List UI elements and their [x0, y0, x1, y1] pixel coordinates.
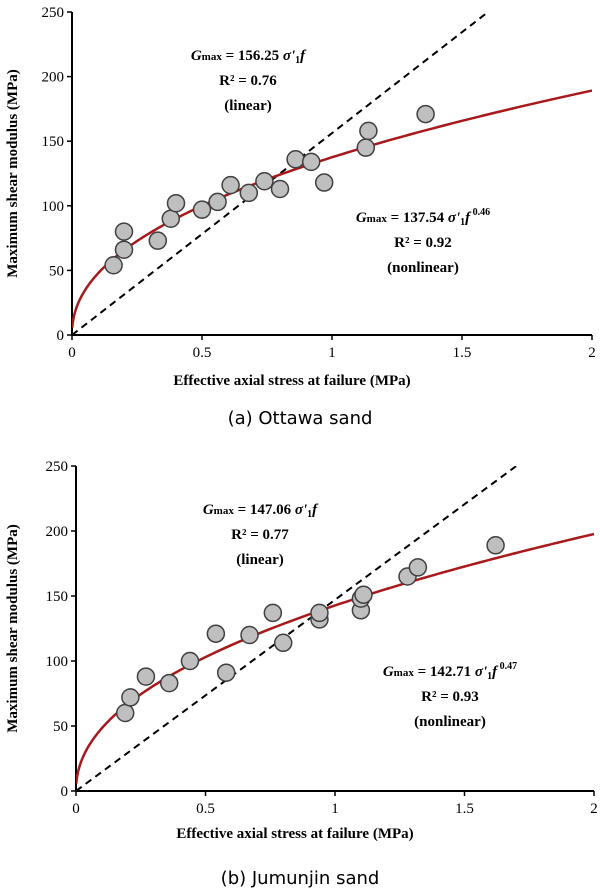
data-point — [208, 192, 227, 212]
x-axis-label: Effective axial stress at failure (MPa) — [176, 826, 413, 842]
fit-r-squared: R² = 0.77 — [231, 527, 289, 543]
data-point — [356, 138, 376, 157]
data-point — [121, 688, 140, 707]
fit-equation: Gmax = 156.25 σ'1f — [191, 48, 307, 66]
data-point — [273, 633, 293, 653]
fit-equation: Gmax = 147.06 σ'1f — [203, 502, 319, 520]
data-point — [148, 231, 168, 250]
y-tick-label: 150 — [42, 134, 65, 150]
y-tick-label: 0 — [61, 784, 69, 800]
nonlinear-fit-curve — [72, 89, 592, 328]
data-point — [408, 558, 428, 577]
fit-lines — [76, 466, 594, 791]
y-tick-label: 250 — [46, 459, 69, 475]
y-tick-label: 0 — [57, 328, 65, 344]
data-point — [359, 121, 378, 141]
data-point — [206, 624, 226, 643]
data-point — [286, 150, 305, 169]
nonlinear-fit-curve — [76, 532, 594, 784]
data-point — [255, 172, 274, 191]
data-point — [104, 255, 123, 275]
data-point — [270, 179, 290, 199]
linear-fit-line — [72, 12, 490, 335]
fit-type-label: (linear) — [224, 98, 271, 114]
x-tick-label: 1.5 — [455, 801, 474, 817]
data-points — [104, 104, 435, 275]
nonlinear-fit-annotation: Gmax = 137.54 σ'1f 0.46 R² = 0.92 (nonline… — [356, 207, 490, 276]
data-point — [354, 585, 373, 604]
chart-jumunjin-sand: 0 50 100 150 200 250 0 0.5 1 1.5 2 Effective axial … — [5, 459, 598, 889]
data-point — [161, 209, 181, 228]
figure-caption: (b) Jumunjin sand — [221, 868, 380, 889]
y-tick-label: 150 — [46, 589, 69, 605]
y-tick-label: 100 — [46, 654, 69, 670]
data-point — [239, 183, 259, 203]
y-tick-label: 50 — [53, 719, 68, 735]
data-point — [115, 703, 135, 723]
y-tick-label: 50 — [49, 263, 64, 279]
data-point — [159, 673, 179, 693]
y-tick-label: 250 — [42, 5, 65, 21]
figure-caption: (a) Ottawa sand — [228, 408, 373, 429]
fit-equation: Gmax = 142.71 σ'1f 0.47 — [383, 661, 517, 682]
linear-fit-annotation: Gmax = 156.25 σ'1f R² = 0.76 (linear) — [191, 48, 307, 114]
data-point — [310, 603, 329, 623]
linear-fit-annotation: Gmax = 147.06 σ'1f R² = 0.77 (linear) — [203, 502, 319, 568]
x-tick-label: 2 — [590, 801, 598, 817]
fit-type-label: (nonlinear) — [414, 714, 486, 730]
y-tick-label: 200 — [42, 70, 65, 86]
y-tick-label: 100 — [42, 199, 65, 215]
y-tick-label: 200 — [46, 524, 69, 540]
data-point — [301, 152, 321, 172]
chart-ottawa-sand: 0 50 100 150 200 250 0 0.5 1 1.5 2 Effective axial … — [5, 5, 596, 429]
data-point — [486, 536, 505, 555]
data-point — [416, 104, 435, 124]
fit-type-label: (nonlinear) — [387, 260, 459, 276]
data-point — [114, 222, 134, 241]
linear-fit-line — [76, 466, 518, 791]
fit-lines — [72, 12, 592, 335]
x-tick-label: 1 — [331, 801, 339, 817]
fit-r-squared: R² = 0.76 — [219, 73, 277, 89]
data-point — [263, 603, 283, 623]
fit-equation: Gmax = 137.54 σ'1f 0.46 — [356, 207, 490, 228]
data-point — [221, 175, 240, 195]
x-tick-label: 1 — [328, 345, 336, 361]
fit-r-squared: R² = 0.92 — [394, 235, 452, 251]
y-axis-label: Maximum shear modulus (MPa) — [5, 524, 21, 732]
fit-r-squared: R² = 0.93 — [421, 689, 479, 705]
nonlinear-fit-annotation: Gmax = 142.71 σ'1f 0.47 R² = 0.93 (nonline… — [383, 661, 517, 730]
x-tick-label: 0.5 — [193, 345, 212, 361]
data-point — [166, 193, 186, 213]
data-point — [240, 625, 259, 645]
data-point — [114, 240, 134, 259]
data-point — [136, 667, 156, 686]
data-points — [115, 536, 505, 723]
x-tick-label: 0.5 — [196, 801, 215, 817]
x-tick-label: 2 — [588, 345, 596, 361]
fit-type-label: (linear) — [236, 552, 283, 568]
x-tick-label: 0 — [72, 801, 80, 817]
data-point — [216, 663, 236, 682]
data-point — [314, 173, 334, 192]
x-tick-label: 1.5 — [453, 345, 472, 361]
data-point — [192, 200, 212, 219]
x-tick-label: 0 — [68, 345, 76, 361]
data-point — [180, 651, 200, 671]
x-axis-label: Effective axial stress at failure (MPa) — [173, 373, 410, 389]
y-axis-label: Maximum shear modulus (MPa) — [5, 69, 21, 277]
